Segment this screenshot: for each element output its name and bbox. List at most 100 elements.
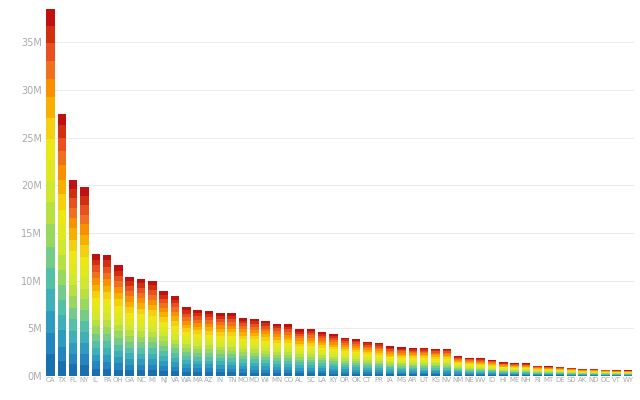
Bar [340, 363, 349, 365]
Bar [522, 371, 531, 372]
Bar [307, 343, 315, 346]
Bar [250, 350, 259, 353]
Bar [442, 374, 451, 376]
Bar [545, 370, 553, 371]
Bar [364, 374, 372, 376]
Bar [522, 367, 531, 368]
Bar [182, 364, 191, 368]
Bar [442, 362, 451, 364]
Bar [397, 353, 406, 354]
Bar [352, 340, 360, 342]
Bar [340, 352, 349, 354]
Bar [364, 368, 372, 370]
Bar [477, 371, 485, 372]
Bar [397, 361, 406, 362]
Bar [522, 372, 531, 373]
Bar [364, 364, 372, 366]
Bar [307, 365, 315, 368]
Bar [545, 374, 553, 375]
Bar [340, 374, 349, 376]
Bar [239, 326, 247, 329]
Bar [295, 346, 304, 349]
Bar [125, 313, 134, 319]
Bar [216, 332, 225, 336]
Bar [125, 330, 134, 336]
Bar [114, 319, 123, 325]
Bar [307, 362, 315, 365]
Bar [58, 285, 66, 300]
Bar [103, 267, 111, 273]
Bar [307, 346, 315, 348]
Bar [511, 371, 519, 372]
Bar [477, 360, 485, 361]
Bar [488, 369, 496, 370]
Bar [431, 351, 440, 352]
Bar [330, 366, 338, 369]
Bar [92, 341, 100, 348]
Bar [397, 359, 406, 361]
Bar [374, 366, 383, 368]
Bar [431, 371, 440, 373]
Bar [374, 368, 383, 370]
Bar [511, 370, 519, 371]
Bar [567, 373, 575, 374]
Bar [420, 374, 428, 376]
Bar [545, 367, 553, 368]
Bar [193, 357, 202, 361]
Bar [171, 326, 179, 330]
Bar [499, 365, 508, 366]
Bar [352, 361, 360, 363]
Bar [92, 348, 100, 355]
Bar [92, 285, 100, 291]
Bar [386, 356, 394, 357]
Bar [454, 361, 462, 362]
Bar [318, 348, 326, 350]
Bar [92, 260, 100, 265]
Bar [80, 257, 89, 268]
Bar [69, 189, 77, 198]
Bar [295, 341, 304, 344]
Bar [352, 350, 360, 352]
Bar [227, 313, 236, 316]
Bar [545, 373, 553, 374]
Bar [488, 363, 496, 364]
Bar [295, 349, 304, 352]
Bar [261, 321, 270, 323]
Bar [284, 346, 292, 350]
Bar [431, 368, 440, 370]
Bar [454, 370, 462, 371]
Bar [103, 320, 111, 327]
Bar [69, 343, 77, 354]
Bar [284, 367, 292, 370]
Bar [205, 364, 213, 368]
Bar [148, 337, 157, 342]
Bar [442, 370, 451, 371]
Bar [408, 348, 417, 349]
Bar [114, 265, 123, 271]
Bar [364, 352, 372, 354]
Bar [318, 334, 326, 336]
Bar [159, 341, 168, 346]
Bar [330, 369, 338, 371]
Bar [330, 340, 338, 342]
Bar [114, 338, 123, 345]
Bar [148, 342, 157, 348]
Bar [159, 312, 168, 317]
Bar [442, 352, 451, 353]
Bar [182, 360, 191, 364]
Bar [522, 368, 531, 369]
Bar [431, 370, 440, 371]
Bar [58, 225, 66, 240]
Bar [103, 341, 111, 348]
Bar [46, 311, 54, 333]
Bar [273, 361, 281, 364]
Bar [216, 358, 225, 361]
Bar [556, 372, 564, 373]
Bar [46, 118, 54, 139]
Bar [330, 342, 338, 345]
Bar [69, 274, 77, 285]
Bar [137, 288, 145, 293]
Bar [103, 355, 111, 362]
Bar [69, 240, 77, 252]
Bar [386, 346, 394, 348]
